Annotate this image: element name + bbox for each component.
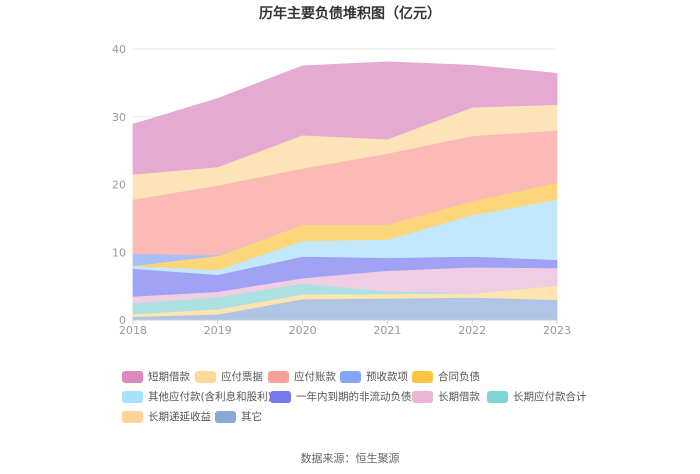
- x-tick-label: 2020: [289, 324, 317, 337]
- legend-label: 短期借款: [148, 371, 190, 383]
- x-tick-label: 2022: [458, 324, 486, 337]
- legend-label: 预收款项: [366, 371, 408, 383]
- y-tick-label: 0: [119, 314, 126, 327]
- legend-item[interactable]: 长期应付款合计: [487, 389, 587, 404]
- x-tick-label: 2018: [119, 324, 147, 337]
- legend-label: 长期借款: [438, 391, 480, 403]
- legend-item[interactable]: 长期借款: [412, 389, 480, 404]
- legend-swatch: [487, 390, 508, 403]
- x-tick-label: 2019: [204, 324, 232, 337]
- legend-label: 长期递延收益: [148, 411, 211, 423]
- legend-swatch: [195, 370, 216, 383]
- data-source: 数据来源：恒生聚源: [300, 452, 400, 465]
- legend-item[interactable]: 应付账款: [268, 369, 336, 384]
- legend-item[interactable]: 短期借款: [122, 369, 190, 384]
- y-tick-label: 10: [112, 246, 126, 259]
- legend-label: 合同负债: [438, 371, 480, 383]
- legend-item[interactable]: 其它: [215, 409, 262, 424]
- legend-swatch: [412, 370, 433, 383]
- legend-swatch: [122, 410, 143, 423]
- legend-item[interactable]: 预收款项: [340, 369, 408, 384]
- legend-swatch: [122, 370, 143, 383]
- area-series-10: [132, 61, 558, 175]
- legend-label: 一年内到期的非流动负债: [296, 391, 412, 403]
- legend-swatch: [122, 390, 143, 403]
- legend-swatch: [215, 410, 236, 423]
- chart-title: 历年主要负债堆积图（亿元）: [259, 6, 441, 22]
- legend-label: 应付账款: [294, 371, 336, 383]
- y-tick-label: 30: [112, 111, 126, 124]
- legend-label: 其他应付款(含利息和股利): [148, 391, 272, 403]
- y-tick-label: 20: [112, 179, 126, 192]
- legend-swatch: [270, 390, 291, 403]
- legend-item[interactable]: 应付票据: [195, 369, 263, 384]
- legend-swatch: [340, 370, 361, 383]
- legend-item[interactable]: 合同负债: [412, 369, 480, 384]
- legend-label: 长期应付款合计: [513, 391, 587, 403]
- legend-label: 其它: [241, 411, 262, 423]
- legend-item[interactable]: 其他应付款(含利息和股利): [122, 389, 272, 404]
- legend-label: 应付票据: [221, 371, 263, 383]
- legend-item[interactable]: 长期递延收益: [122, 409, 211, 424]
- legend-swatch: [268, 370, 289, 383]
- legend-swatch: [412, 390, 433, 403]
- x-tick-label: 2023: [543, 324, 571, 337]
- legend-item[interactable]: 一年内到期的非流动负债: [270, 389, 412, 404]
- x-tick-label: 2021: [373, 324, 401, 337]
- y-tick-label: 40: [112, 43, 126, 56]
